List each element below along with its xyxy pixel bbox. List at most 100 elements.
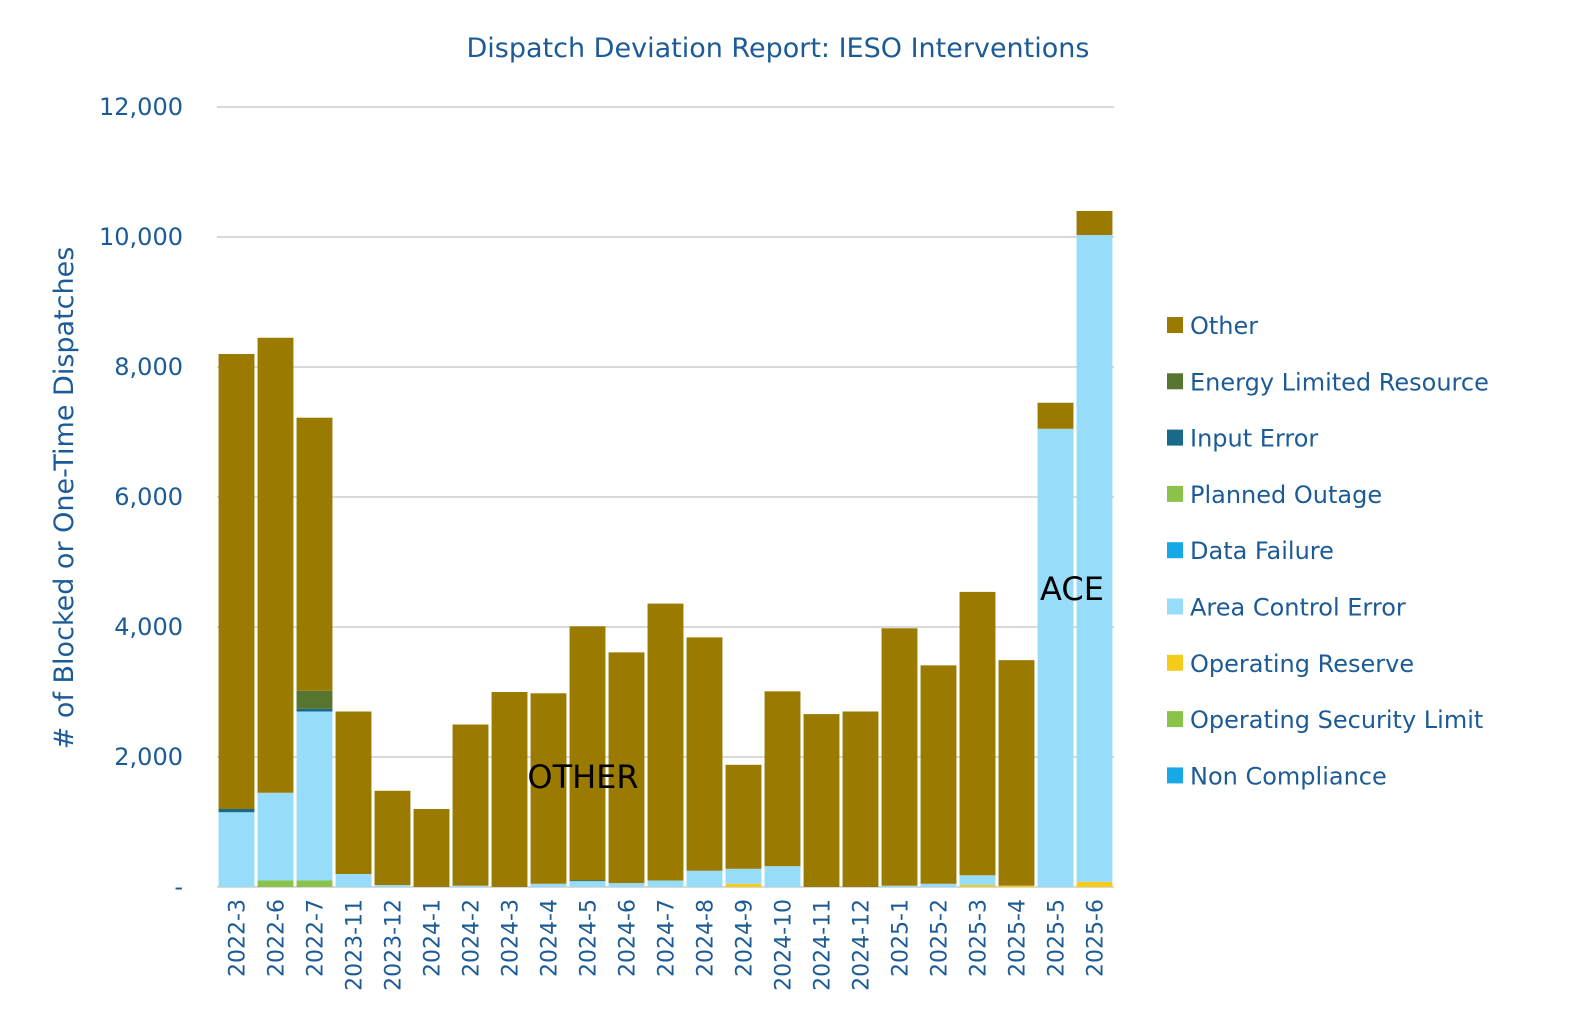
- x-tick-label: 2025-2: [928, 899, 953, 977]
- bar-segment: [686, 637, 723, 871]
- bar-segment: [803, 714, 840, 887]
- x-tick-label: 2022-7: [304, 899, 329, 977]
- legend-swatch: [1167, 711, 1183, 728]
- bar-segment: [998, 885, 1035, 887]
- y-tick-label: 12,000: [99, 93, 183, 121]
- x-tick-label: 2025-6: [1084, 899, 1109, 977]
- bar-segment: [959, 875, 996, 886]
- legend-label: Energy Limited Resource: [1190, 368, 1489, 396]
- bar-segment: [335, 711, 372, 874]
- x-tick-label: 2022-6: [265, 899, 290, 977]
- bar-segment: [608, 652, 645, 884]
- x-tick-label: 2023-11: [343, 899, 368, 991]
- bar-segment: [569, 880, 606, 882]
- bar-segment: [296, 711, 333, 881]
- bar-segment: [920, 665, 957, 884]
- bar-segment: [608, 883, 645, 887]
- legend-label: Area Control Error: [1190, 594, 1406, 622]
- x-tick-label: 2024-8: [694, 899, 719, 977]
- legend-swatch: [1167, 767, 1183, 784]
- bar-segment: [1076, 881, 1113, 887]
- bar-segment: [569, 881, 606, 887]
- bar-segment: [569, 626, 606, 881]
- x-tick-label: 2025-1: [889, 899, 914, 977]
- bar-segment: [959, 591, 996, 876]
- bar-segment: [374, 790, 411, 886]
- bar-segment: [374, 885, 411, 887]
- x-tick-label: 2024-10: [772, 899, 797, 991]
- bar-segment: [335, 874, 372, 887]
- legend-label: Input Error: [1190, 425, 1318, 453]
- legend-label: Operating Reserve: [1190, 650, 1414, 678]
- x-tick-label: 2024-1: [421, 899, 446, 977]
- legend-swatch: [1167, 317, 1183, 333]
- bar-segment: [725, 868, 762, 884]
- legend-label: Non Compliance: [1190, 762, 1387, 790]
- bar-segment: [764, 866, 801, 887]
- x-tick-label: 2024-2: [460, 899, 485, 977]
- legend-swatch: [1167, 373, 1183, 390]
- x-tick-label: 2024-9: [733, 899, 758, 977]
- bar-segment: [998, 660, 1035, 886]
- bar-segment: [647, 880, 684, 887]
- y-tick-label: 6,000: [114, 483, 183, 511]
- bar-segment: [920, 883, 957, 887]
- bar-segment: [296, 690, 333, 709]
- bar-segment: [257, 792, 294, 881]
- bar-segment: [452, 885, 489, 887]
- bar-segment: [296, 417, 333, 691]
- bar-segment: [491, 692, 528, 887]
- x-tick-label: 2022-3: [226, 899, 251, 977]
- bar-segment: [647, 603, 684, 881]
- bar-segment: [1037, 402, 1074, 429]
- bar-segment: [413, 809, 450, 887]
- bar-segment: [218, 354, 255, 809]
- bar-segment: [257, 880, 294, 887]
- y-tick-label: 4,000: [114, 613, 183, 641]
- bar-segment: [1076, 211, 1113, 236]
- y-tick-labels: - 2,000 4,000 6,000 8,000 10,000 12,000: [99, 93, 183, 901]
- legend: Other Energy Limited Resource Input Error P…: [1167, 312, 1489, 790]
- bar-segment: [452, 724, 489, 886]
- annotation-ace: ACE: [1040, 570, 1104, 608]
- bar-segment: [725, 764, 762, 869]
- y-axis-label: # of Blocked or One-Time Dispatches: [49, 247, 80, 750]
- bar-segment: [530, 693, 567, 884]
- x-tick-label: 2023-12: [382, 899, 407, 991]
- bar-segment: [842, 711, 879, 887]
- y-tick-label: 2,000: [114, 743, 183, 771]
- legend-swatch: [1167, 654, 1183, 671]
- bar-segment: [257, 337, 294, 793]
- x-tick-label: 2025-3: [967, 899, 992, 977]
- bar-segment: [764, 691, 801, 867]
- bar-segment: [959, 885, 996, 887]
- bar-segment: [296, 708, 333, 712]
- x-tick-label: 2024-12: [850, 899, 875, 991]
- y-tick-label: 8,000: [114, 353, 183, 381]
- bar-segment: [530, 883, 567, 887]
- x-tick-label: 2025-4: [1006, 899, 1031, 977]
- bars: [218, 211, 1113, 887]
- x-tick-labels: 2022-3 2022-6 2022-7 2023-11 2023-12 2024-1 20…: [226, 899, 1109, 991]
- legend-swatch: [1167, 542, 1183, 559]
- legend-label: Planned Outage: [1190, 481, 1382, 509]
- bar-segment: [218, 809, 255, 813]
- x-tick-label: 2024-5: [577, 899, 602, 977]
- x-tick-label: 2024-7: [655, 899, 680, 977]
- x-tick-label: 2024-4: [538, 899, 563, 977]
- legend-label: Operating Security Limit: [1190, 706, 1483, 734]
- legend-swatch: [1167, 485, 1183, 502]
- legend-label: Data Failure: [1190, 537, 1334, 565]
- x-tick-label: 2024-6: [616, 899, 641, 977]
- bar-segment: [881, 628, 918, 886]
- annotation-other: OTHER: [527, 758, 638, 796]
- bar-segment: [1076, 235, 1113, 882]
- bar-segment: [725, 883, 762, 887]
- bar-segment: [296, 880, 333, 887]
- bar-segment: [881, 885, 918, 887]
- legend-swatch: [1167, 598, 1183, 615]
- x-tick-label: 2024-3: [499, 899, 524, 977]
- bar-segment: [1037, 428, 1074, 887]
- chart-title: Dispatch Deviation Report: IESO Interven…: [467, 33, 1090, 64]
